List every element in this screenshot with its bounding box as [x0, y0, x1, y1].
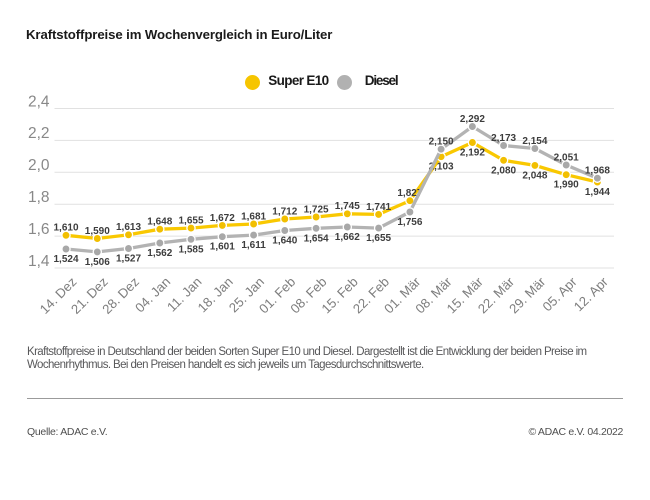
svg-text:1,562: 1,562: [147, 248, 172, 259]
svg-text:1,4: 1,4: [28, 253, 50, 270]
svg-text:1,756: 1,756: [397, 217, 422, 228]
svg-text:1,654: 1,654: [304, 233, 329, 244]
svg-text:04. Jan: 04. Jan: [132, 274, 173, 315]
svg-text:1,944: 1,944: [585, 187, 610, 198]
svg-text:1,968: 1,968: [585, 166, 610, 177]
svg-text:2,154: 2,154: [522, 136, 547, 147]
svg-text:1,655: 1,655: [178, 216, 203, 227]
svg-text:2,080: 2,080: [491, 165, 516, 176]
svg-text:2,4: 2,4: [28, 93, 50, 110]
svg-text:2,192: 2,192: [460, 148, 485, 159]
svg-text:1,662: 1,662: [335, 232, 360, 243]
svg-text:2,150: 2,150: [429, 137, 454, 148]
svg-text:1,611: 1,611: [241, 240, 266, 251]
svg-text:1,681: 1,681: [241, 211, 266, 222]
svg-text:2,0: 2,0: [28, 157, 50, 174]
svg-text:1,725: 1,725: [304, 204, 329, 215]
svg-text:1,712: 1,712: [272, 206, 297, 217]
svg-text:1,741: 1,741: [366, 202, 391, 213]
svg-text:1,601: 1,601: [210, 242, 235, 253]
svg-text:2,292: 2,292: [460, 114, 485, 125]
svg-text:1,655: 1,655: [366, 233, 391, 244]
svg-text:2,2: 2,2: [28, 125, 50, 142]
svg-text:1,990: 1,990: [554, 180, 579, 191]
svg-text:1,648: 1,648: [147, 217, 172, 228]
svg-text:1,613: 1,613: [116, 222, 141, 233]
svg-text:2,048: 2,048: [522, 170, 547, 181]
svg-text:1,590: 1,590: [85, 226, 110, 237]
svg-text:1,527: 1,527: [116, 254, 141, 265]
svg-text:1,745: 1,745: [335, 201, 360, 212]
svg-text:1,506: 1,506: [85, 257, 110, 268]
svg-text:2,051: 2,051: [554, 152, 579, 163]
svg-text:1,610: 1,610: [53, 223, 78, 234]
svg-text:2,173: 2,173: [491, 133, 516, 144]
svg-text:1,672: 1,672: [210, 213, 235, 224]
svg-text:1,640: 1,640: [272, 236, 297, 247]
svg-text:1,524: 1,524: [53, 254, 78, 265]
svg-text:1,6: 1,6: [28, 221, 50, 238]
svg-text:1,585: 1,585: [178, 244, 203, 255]
svg-text:2,103: 2,103: [429, 162, 454, 173]
svg-text:12. Apr: 12. Apr: [571, 274, 612, 315]
svg-text:1,8: 1,8: [28, 189, 50, 206]
svg-text:29. Mär: 29. Mär: [506, 274, 549, 317]
svg-text:1,827: 1,827: [397, 188, 422, 199]
